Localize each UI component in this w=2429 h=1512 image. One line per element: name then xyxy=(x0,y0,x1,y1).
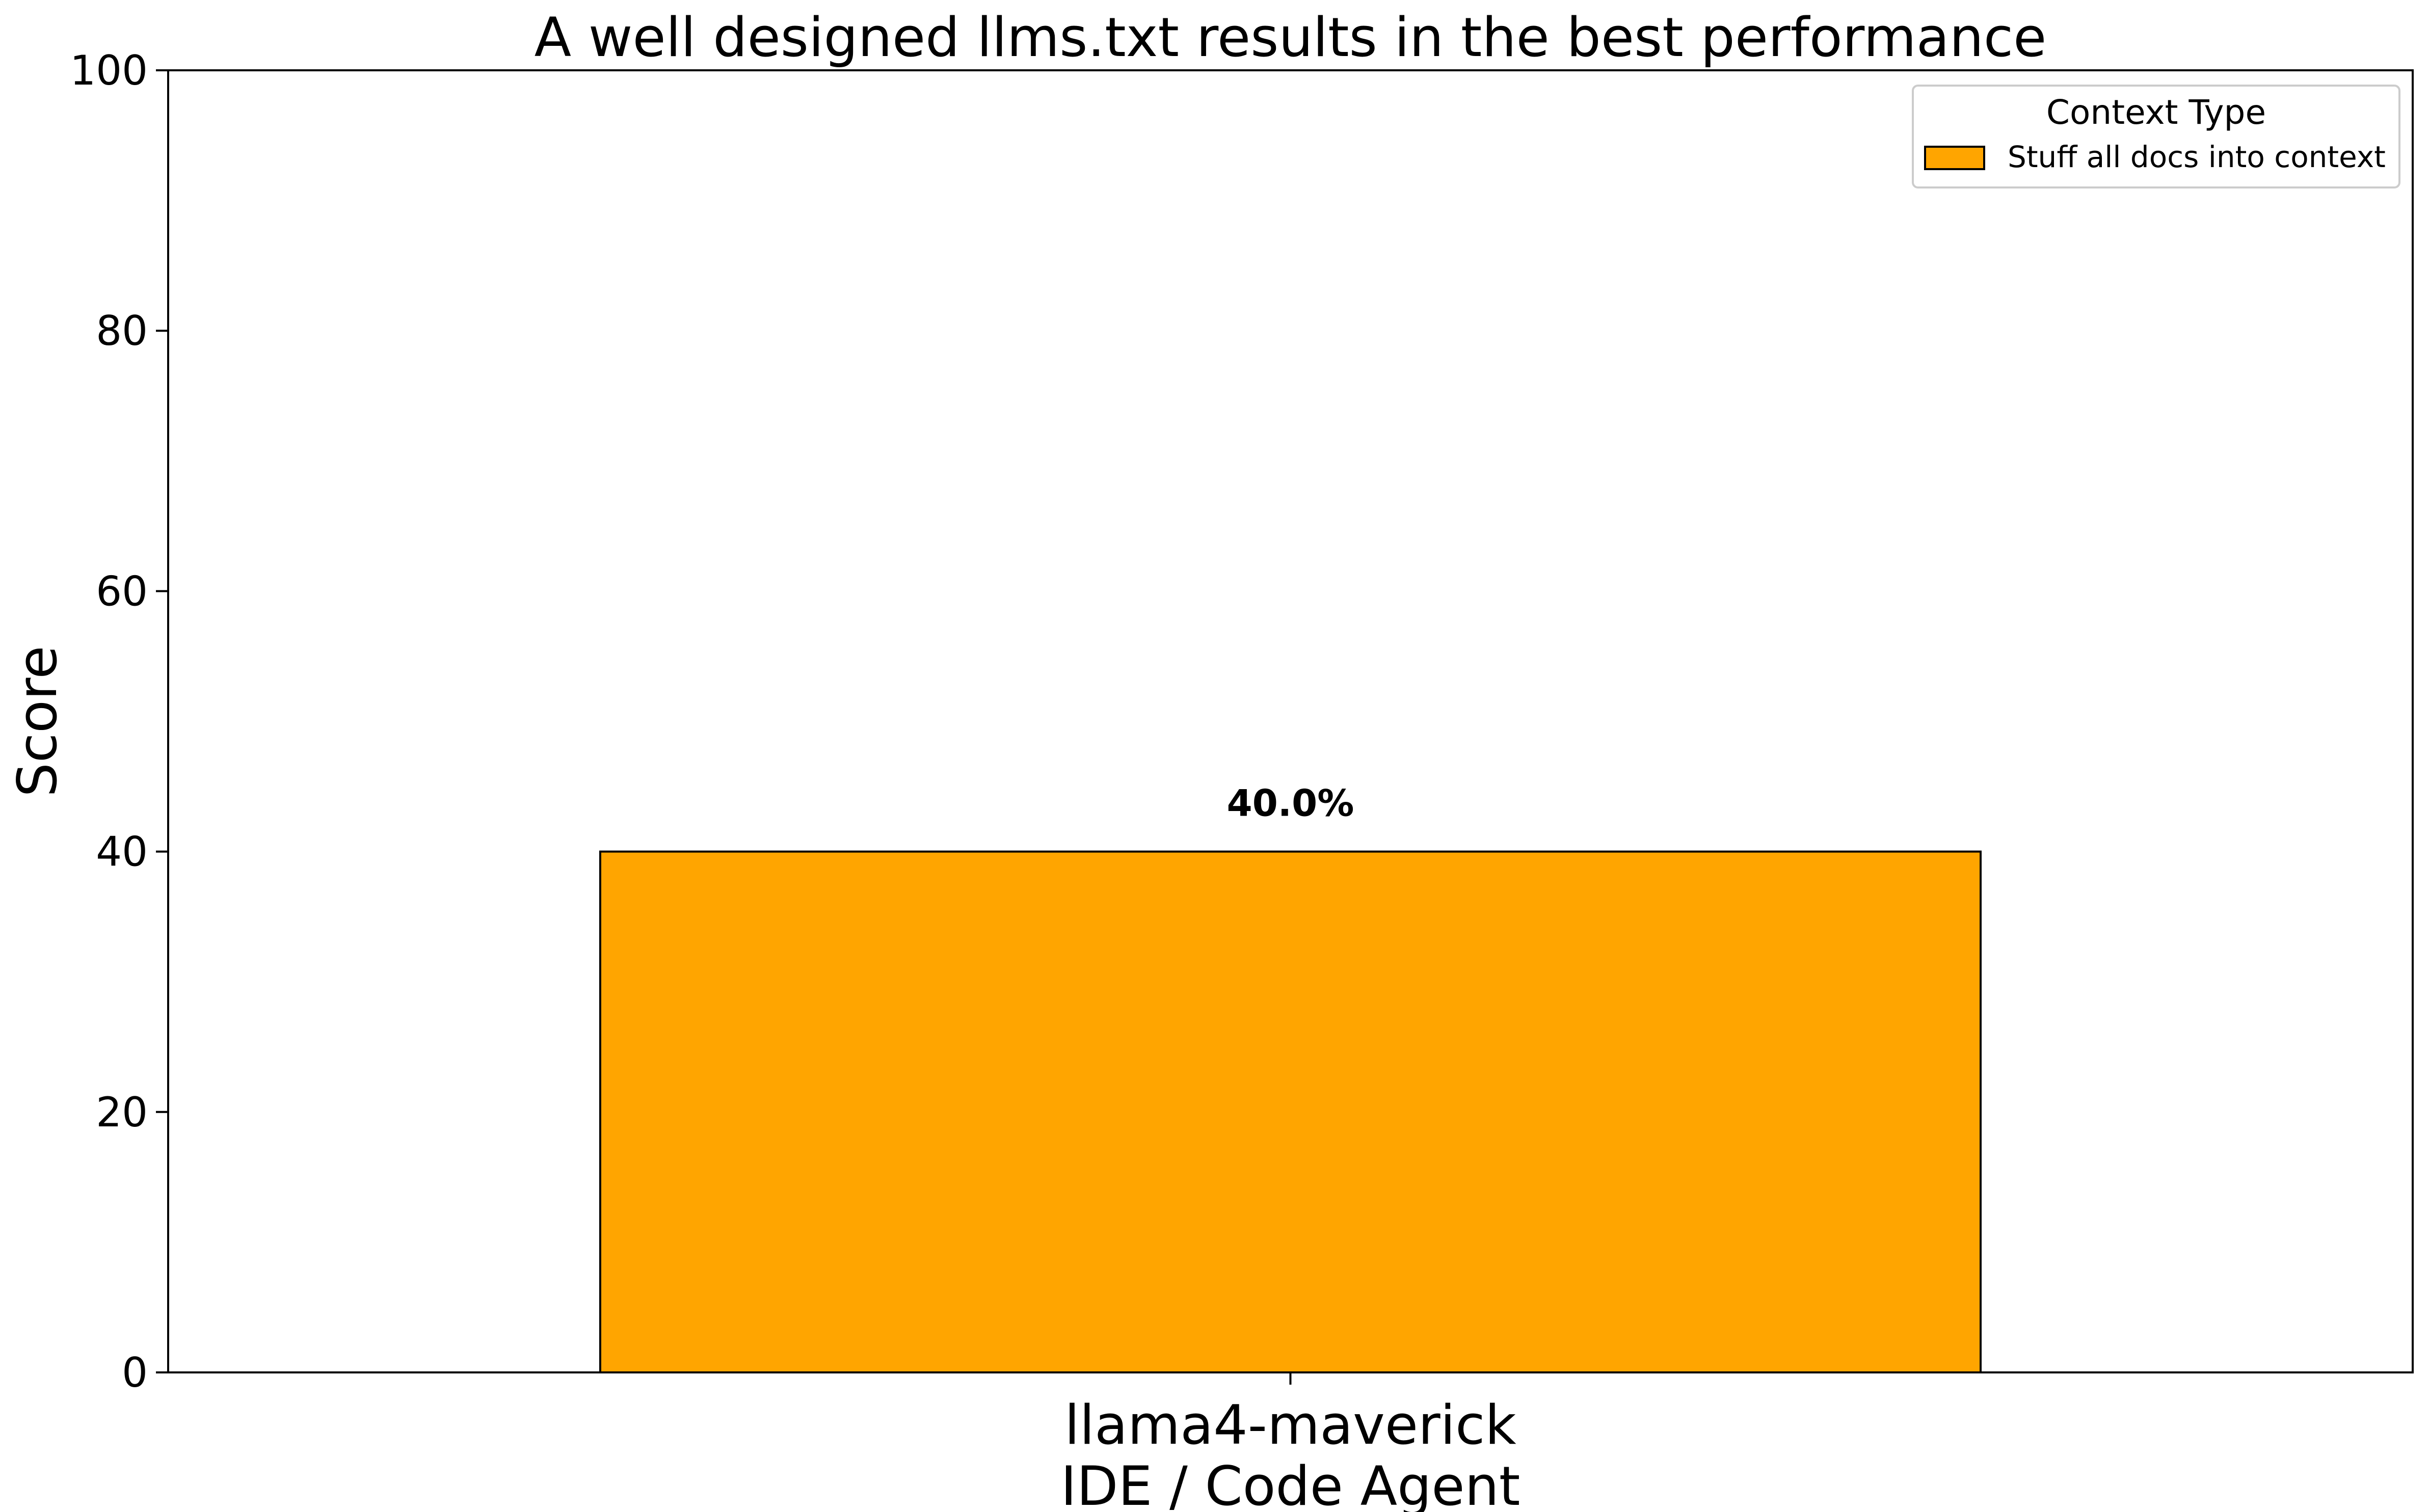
y-tick-label: 100 xyxy=(70,47,148,94)
bar xyxy=(599,850,1982,1373)
legend-box xyxy=(1912,85,2400,188)
y-axis-ticks: 0 20 40 60 80 100 xyxy=(70,47,168,1396)
x-tick-label: llama4-maverick IDE / Code Agent xyxy=(1061,1394,1520,1512)
chart-title: A well designed llms.txt results in the … xyxy=(535,6,2047,69)
y-tick-label: 60 xyxy=(96,568,148,615)
legend-swatch xyxy=(1924,146,1985,170)
bars xyxy=(599,850,1982,1373)
legend-title: Context Type xyxy=(2046,93,2266,132)
legend-entry-label: Stuff all docs into context xyxy=(2008,140,2386,174)
y-tick-label: 80 xyxy=(96,307,148,355)
y-tick-label: 20 xyxy=(96,1089,148,1136)
y-tick-label: 40 xyxy=(96,828,148,876)
x-axis-ticks: llama4-maverick IDE / Code Agent xyxy=(1061,1372,1520,1512)
bar-value-label: 40.0% xyxy=(1227,782,1354,825)
y-tick-label: 0 xyxy=(122,1349,148,1396)
value-labels: 40.0% xyxy=(1227,782,1354,825)
y-axis-label: Score xyxy=(6,646,69,797)
legend: Context Type Stuff all docs into context xyxy=(1912,85,2400,188)
plot-frame xyxy=(167,69,2414,1373)
legend-entries: Stuff all docs into context xyxy=(1924,140,2386,174)
